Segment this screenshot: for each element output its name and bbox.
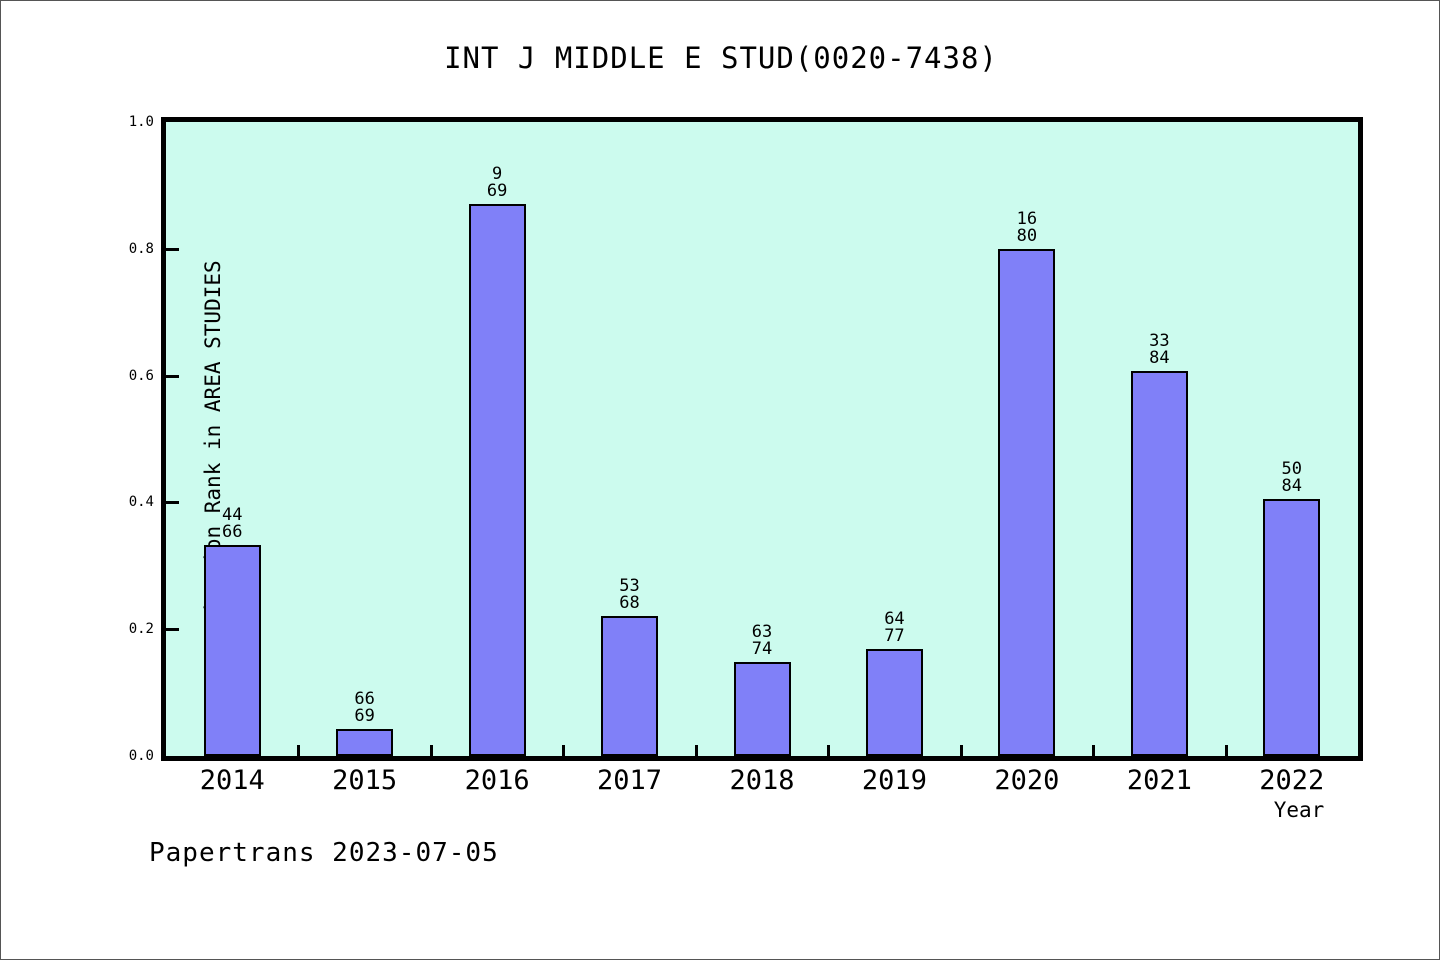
bar[interactable] [601, 615, 659, 756]
footer-note: Papertrans 2023-07-05 [149, 838, 499, 868]
bar-value-numerator: 50 [1281, 459, 1303, 480]
bar-value-denominator: 84 [1281, 476, 1303, 497]
bar[interactable] [203, 544, 261, 756]
x-tick-mark [1224, 745, 1228, 756]
bar-value-denominator: 66 [221, 521, 243, 542]
bar-value-denominator: 69 [486, 181, 508, 202]
bar[interactable] [1263, 499, 1321, 756]
bar-value-denominator: 74 [751, 638, 773, 659]
y-tick-label: 1.0 [128, 114, 154, 130]
y-tick-mark [166, 628, 179, 632]
bar-value-label: 33 84 [1149, 333, 1169, 367]
bar-value-numerator: 33 [1149, 331, 1170, 352]
x-axis-title: Year [1273, 798, 1325, 822]
y-tick-mark [166, 247, 179, 251]
x-tick-label: 2017 [597, 765, 663, 796]
y-tick-mark [166, 501, 179, 505]
bar[interactable] [336, 728, 394, 756]
bar-value-numerator: 66 [354, 688, 375, 709]
bar[interactable] [1130, 371, 1188, 756]
bar[interactable] [468, 204, 526, 756]
x-tick-label: 2022 [1259, 765, 1325, 796]
bar-value-numerator: 64 [884, 608, 905, 629]
x-tick-mark [429, 745, 433, 756]
plot-area: Rejection Rank in AREA STUDIES 0.0 0.2 0.4… [129, 114, 1363, 764]
bar-value-numerator: 9 [491, 164, 503, 185]
y-tick-mark [166, 374, 179, 378]
y-tick-label: 0.2 [128, 621, 154, 638]
bar-value-denominator: 84 [1149, 348, 1170, 369]
x-tick-mark [959, 745, 963, 756]
bar[interactable] [733, 661, 791, 756]
bar[interactable] [865, 648, 923, 756]
bar-value-numerator: 53 [619, 575, 640, 596]
y-tick-label: 0.4 [128, 494, 154, 511]
bar-value-label: 53 68 [619, 575, 640, 613]
y-tick-label: 0.8 [128, 240, 154, 257]
bar-value-label: 66 69 [354, 688, 375, 726]
y-tick-label: 0.0 [128, 748, 154, 764]
bar-value-label: 64 77 [884, 608, 905, 646]
bar-value-denominator: 77 [884, 625, 905, 646]
x-tick-label: 2015 [332, 765, 398, 796]
x-tick-mark [827, 745, 831, 756]
bar-value-denominator: 80 [1016, 225, 1038, 246]
bar-value-label: 44 66 [221, 504, 243, 542]
plot-inner: Rejection Rank in AREA STUDIES 0.0 0.2 0.4… [129, 114, 1358, 764]
bar-value-numerator: 63 [751, 621, 773, 642]
bar[interactable] [998, 248, 1056, 756]
x-tick-label: 2014 [199, 765, 265, 796]
x-tick-label: 2018 [729, 765, 795, 796]
x-tick-mark [1092, 745, 1096, 756]
x-tick-label: 2016 [464, 765, 530, 796]
bar-value-denominator: 69 [354, 705, 375, 726]
bar-value-label: 63 74 [751, 621, 773, 659]
bar-value-numerator: 16 [1016, 208, 1038, 229]
bar-value-denominator: 68 [619, 592, 640, 613]
bar-value-numerator: 44 [221, 504, 243, 525]
x-tick-label: 2020 [994, 765, 1060, 796]
x-tick-label: 2021 [1126, 765, 1192, 796]
x-tick-mark [297, 745, 301, 756]
bar-value-label: 50 84 [1282, 461, 1302, 495]
bar-value-label: 16 80 [1016, 208, 1038, 246]
y-tick-label: 0.6 [128, 367, 154, 384]
x-tick-label: 2019 [861, 765, 927, 796]
x-tick-mark [694, 745, 698, 756]
chart-title: INT J MIDDLE E STUD(0020-7438) [444, 41, 998, 75]
bar-value-label: 9 69 [487, 166, 507, 200]
x-tick-mark [562, 745, 566, 756]
